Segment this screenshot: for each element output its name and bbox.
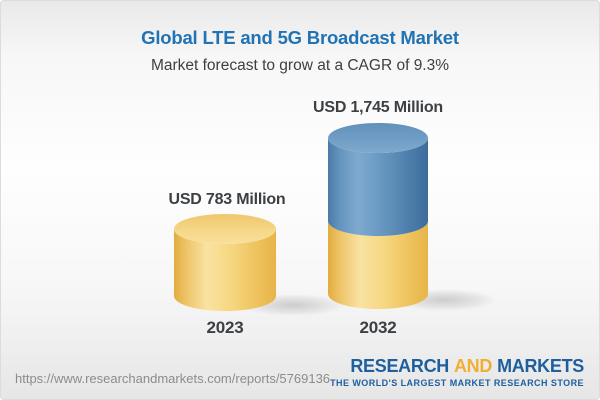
bar-2032-base-segment — [328, 221, 428, 309]
logo-word-research: RESEARCH — [350, 356, 449, 376]
category-label-2032: 2032 — [359, 318, 397, 337]
bar-2023 — [174, 214, 276, 311]
category-label-2023: 2023 — [206, 318, 244, 337]
value-label-2032: USD 1,745 Million — [313, 99, 443, 116]
logo-word-and: AND — [453, 356, 493, 376]
bar-2032 — [328, 123, 428, 309]
logo-wordmark: RESEARCH AND MARKETS — [350, 356, 584, 377]
source-url[interactable]: https://www.researchandmarkets.com/repor… — [15, 371, 331, 386]
logo-tagline: THE WORLD'S LARGEST MARKET RESEARCH STOR… — [330, 377, 584, 388]
bar-2032-top — [328, 123, 428, 153]
brand-logo: RESEARCH AND MARKETS THE WORLD'S LARGEST… — [330, 356, 584, 388]
chart-subtitle: Market forecast to grow at a CAGR of 9.3… — [150, 57, 450, 74]
chart-title: Global LTE and 5G Broadcast Market — [141, 27, 459, 48]
value-label-2023: USD 783 Million — [168, 191, 286, 208]
bar-2023-body — [174, 229, 276, 311]
bar-2032-growth-segment — [328, 138, 428, 236]
logo-word-markets: MARKETS — [497, 356, 584, 376]
bar-2023-top — [174, 214, 276, 244]
